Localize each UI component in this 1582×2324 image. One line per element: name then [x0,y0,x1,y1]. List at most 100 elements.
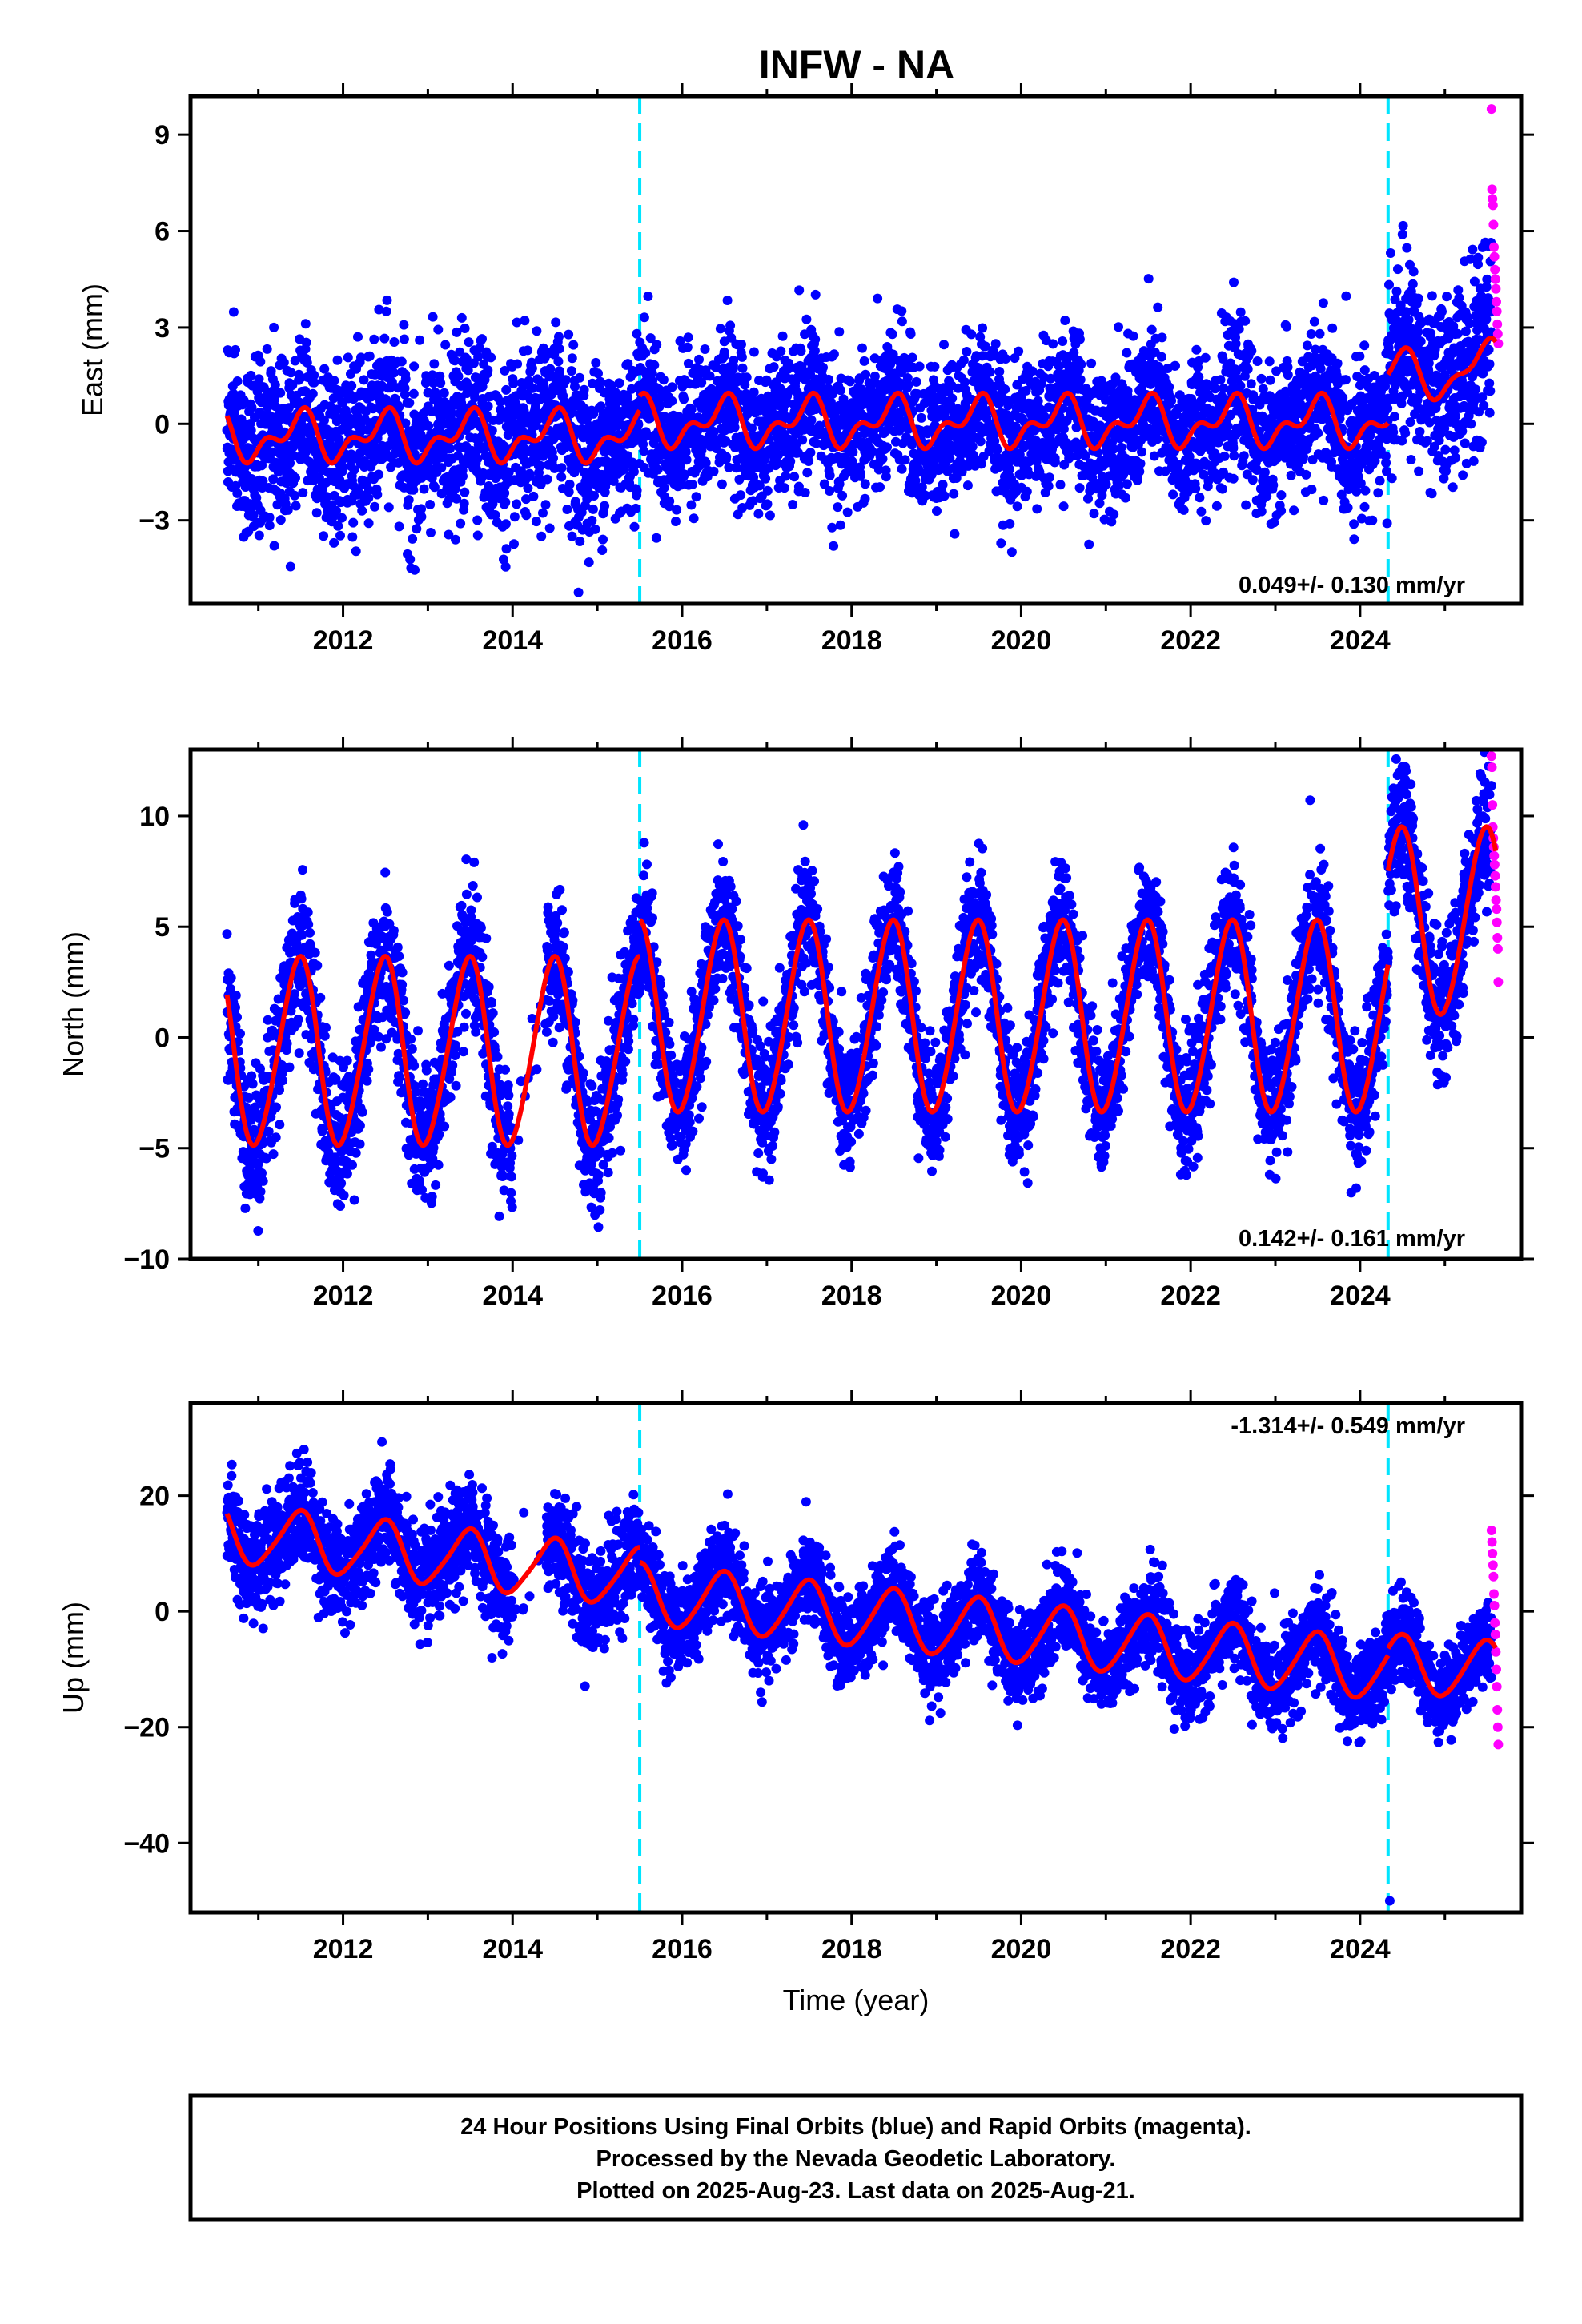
east-final-point [875,482,885,493]
east-final-point [676,480,686,490]
east-final-point [694,354,704,364]
east-final-point [962,480,973,491]
east-final-point [281,478,291,488]
east-final-point [286,368,296,378]
east-final-point [291,472,300,483]
east-final-point [228,388,239,399]
east-final-point [364,351,375,361]
east-final-point [501,384,512,395]
east-final-point [290,490,300,501]
east-final-point [1109,509,1119,520]
east-final-point [939,340,949,350]
east-final-point [1359,365,1370,376]
east-final-point [1235,380,1246,391]
east-final-point [588,504,598,514]
east-final-point [548,453,558,464]
east-final-point [856,468,865,479]
east-final-point [451,534,460,545]
east-final-point [682,342,693,352]
east-final-point [905,329,916,339]
east-final-point [415,335,425,345]
east-final-point [271,401,281,412]
east-final-point [737,340,746,349]
east-final-point [736,490,746,501]
east-final-point [579,384,589,395]
east-final-point [643,292,653,301]
east-final-point [400,374,411,384]
east-final-point [686,500,697,510]
east-final-point [283,505,293,515]
east-final-point [1195,493,1205,503]
east-final-point [769,362,779,372]
east-final-point [424,420,434,431]
east-final-point [246,370,256,380]
east-final-point [379,333,390,344]
east-final-point [500,561,511,572]
east-final-point [897,316,907,327]
east-final-point [1282,321,1292,332]
east-final-point [436,463,447,473]
east-final-point [686,404,697,415]
east-final-point [436,378,446,388]
east-final-point [796,346,806,356]
east-final-point [958,355,969,365]
east-final-point [701,458,711,468]
east-final-point [806,415,817,425]
east-final-point [332,404,343,415]
east-final-point [388,368,399,378]
east-final-point [460,324,470,333]
east-final-point [275,515,286,525]
east-final-point [400,389,410,400]
east-final-point [1060,316,1070,325]
east-final-point [1086,358,1097,368]
east-final-point [575,372,585,383]
east-final-point [319,415,329,425]
east-final-point [516,466,526,476]
east-final-point [1349,519,1359,529]
east-final-point [845,376,855,387]
east-final-point [508,379,519,388]
east-final-point [246,425,256,436]
east-final-point [562,505,572,514]
east-final-point [655,400,665,410]
east-final-point [453,372,464,381]
east-final-point [363,493,374,503]
east-final-point [1231,339,1241,349]
east-final-point [833,502,843,513]
east-final-point [1122,348,1132,358]
east-final-point [285,561,295,572]
east-final-point [1043,480,1054,491]
east-final-point [329,537,339,548]
east-final-point [753,509,764,519]
east-final-point [818,362,828,372]
east-final-point [301,337,311,348]
east-final-point [542,474,552,485]
east-final-point [447,408,457,419]
east-final-point [632,485,642,496]
east-final-point [597,545,608,555]
east-final-point [659,483,669,493]
east-final-point [887,329,897,340]
east-final-point [410,565,420,575]
east-final-point [300,319,311,329]
east-final-point [440,397,450,408]
east-final-point [773,450,784,460]
east-final-point [302,357,312,368]
east-final-point [1089,509,1099,519]
east-final-point [1076,360,1086,369]
east-final-point [1256,506,1267,517]
east-final-point [1319,495,1329,505]
east-final-point [938,480,948,490]
east-final-point [608,476,619,486]
east-final-point [405,554,416,565]
east-final-point [1064,453,1074,464]
east-final-point [332,355,343,365]
east-final-point [408,388,419,399]
east-final-point [848,447,858,457]
east-final-point [1223,421,1233,432]
east-final-point [683,358,693,368]
east-final-point [672,505,682,515]
east-final-point [426,528,436,537]
east-final-point [254,530,264,541]
east-final-point [1128,331,1138,341]
